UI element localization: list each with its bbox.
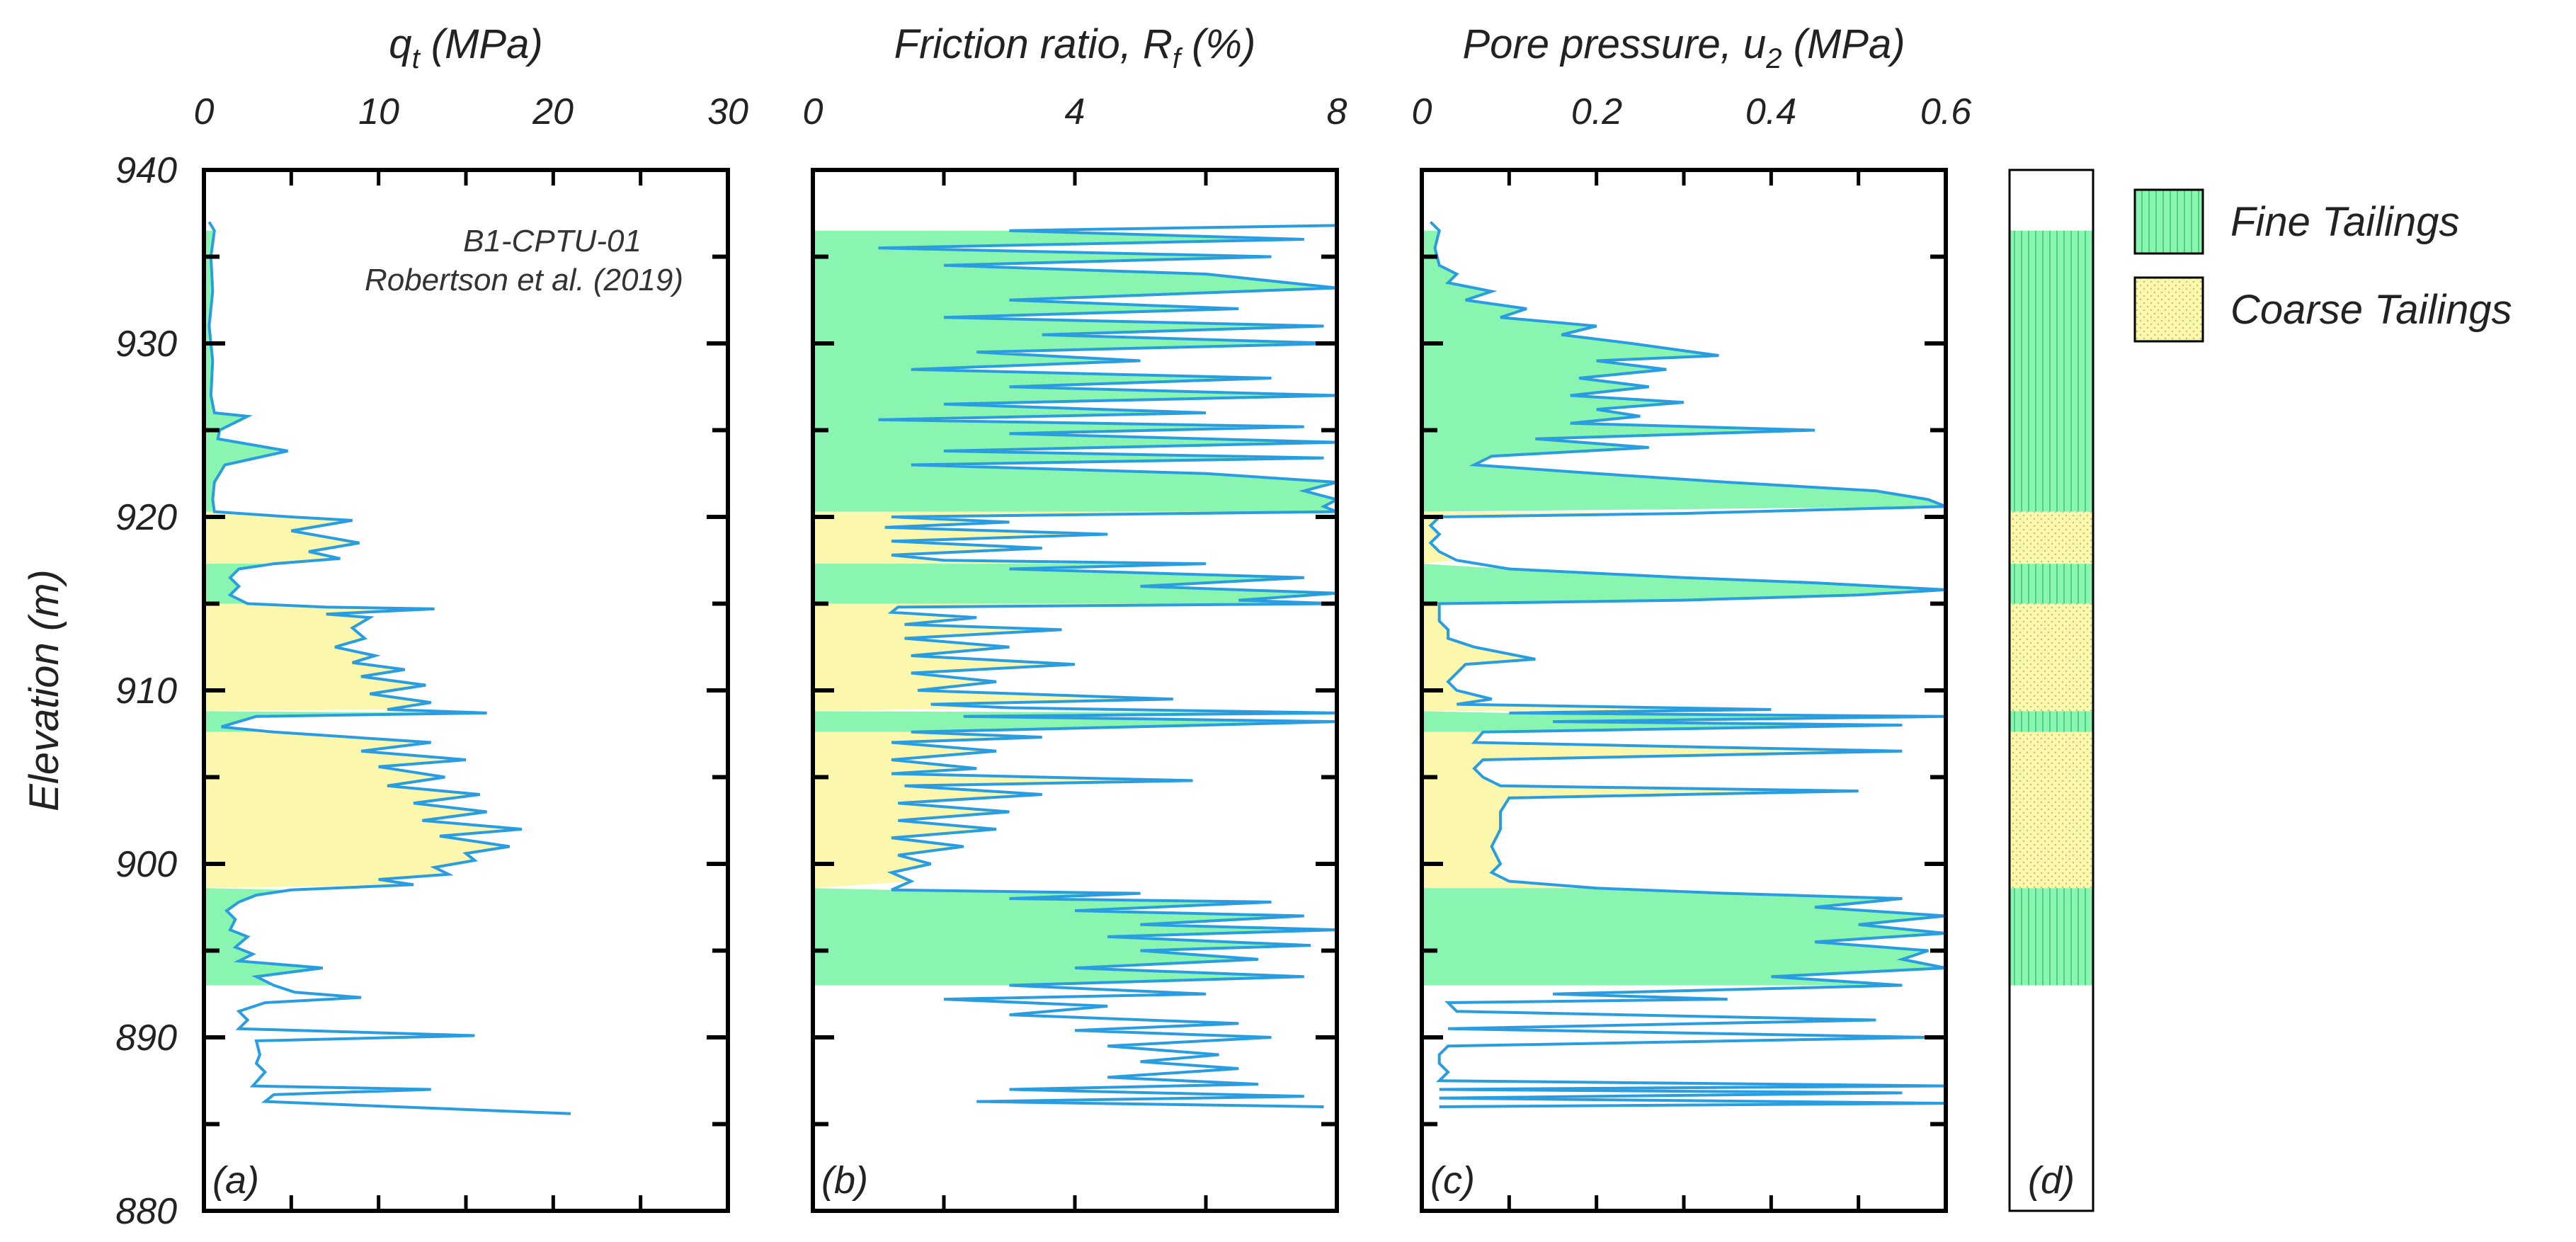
legend-label-fine: Fine Tailings [2230,199,2459,245]
panel-c-tag: (c) [1430,1159,1475,1202]
ytick-label: 920 [115,497,177,538]
column-frame [2008,169,2095,1212]
panel-c-xtick-labels: 0 0.2 0.4 0.6 [1412,91,1972,132]
xlabel-main: q [389,21,411,67]
fine-layer-band [1422,564,1946,604]
panel-c: 0 0.2 0.4 0.6 Pore pressure, u2 (MPa) (c… [1412,21,1972,1213]
fine-layer-band [813,230,1337,512]
fine-layer-band [204,888,323,986]
fine-layer-band [813,711,1337,732]
coarse-layer-band [204,731,522,889]
annotation-reference: Robertson et al. (2019) [365,263,683,297]
xtick-label: 0.4 [1745,91,1796,132]
column-layers [2010,230,2093,986]
fine-layer-band [813,564,1337,604]
xtick-label: 10 [358,91,399,132]
ytick-label: 930 [115,324,177,365]
friction-ratio-line [878,224,1337,1108]
xlabel-unit: (MPa) [420,21,543,67]
annotation-borehole-id: B1-CPTU-01 [463,224,642,258]
column-fine-layer [2010,230,2093,512]
xtick-label: 0.2 [1571,91,1622,132]
column-coarse-layer [2010,731,2093,889]
ytick-label: 900 [115,844,177,885]
panel-a-tag: (a) [212,1159,259,1202]
legend-label-coarse: Coarse Tailings [2230,287,2512,333]
ytick-labels: 880 890 900 910 920 930 940 [115,150,177,1232]
panel-b-tag: (b) [821,1159,868,1202]
xtick-label: 8 [1327,91,1347,132]
coarse-layer-band [813,603,1337,712]
xlabel-unit: (%) [1180,21,1255,67]
xlabel-unit: (MPa) [1782,21,1905,67]
fine-layer-band [1422,230,1946,512]
panel-a: 0 10 20 30 qt (MPa) 880 890 900 910 920 … [21,21,748,1232]
xtick-label: 30 [707,91,748,132]
xlabel-main: Pore pressure, u [1462,21,1766,67]
ytick-label: 880 [115,1191,177,1232]
panel-b-xtick-labels: 0 4 8 [803,91,1347,132]
xtick-label: 4 [1065,91,1085,132]
fine-layer-band [204,230,288,512]
ytick-label: 890 [115,1018,177,1059]
fine-layer-band [1422,888,1946,986]
xlabel-sub: 2 [1765,43,1782,74]
panel-b-ticks [813,170,1337,1211]
panel-d: (d) [2008,169,2095,1212]
column-fine-layer [2010,888,2093,986]
panel-a-xlabel: qt (MPa) [389,21,542,74]
legend: Fine Tailings Coarse Tailings [2133,188,2512,343]
panel-d-tag: (d) [2028,1159,2075,1202]
panel-a-xtick-labels: 0 10 20 30 [194,91,748,132]
panel-b-xlabel: Friction ratio, Rf (%) [894,21,1256,74]
y-axis-title: Elevation (m) [21,569,67,811]
panel-b: 0 4 8 Friction ratio, Rf (%) (b) [803,21,1347,1213]
xlabel-main: Friction ratio, R [894,21,1173,67]
coarse-layer-band [1422,511,1684,564]
qt-profile-line [207,221,571,1115]
xtick-label: 20 [532,91,574,132]
legend-swatch-fine [2133,188,2204,255]
legend-swatch-coarse [2133,276,2204,343]
panel-c-xlabel: Pore pressure, u2 (MPa) [1462,21,1905,74]
ytick-label: 910 [115,671,177,712]
coarse-layer-band [813,731,1193,889]
coarse-layer-band [1422,603,1772,712]
fine-layer-band [204,564,274,604]
coarse-layer-band [1422,731,1903,889]
panel-a-ticks [204,170,728,1211]
xlabel-sub: t [412,43,421,74]
column-fine-layer [2010,564,2093,604]
column-fine-layer [2010,711,2093,732]
column-coarse-layer [2010,511,2093,564]
pore-pressure-line [1428,221,1946,1108]
xtick-label: 0 [194,91,215,132]
xtick-label: 0 [803,91,823,132]
column-coarse-layer [2010,603,2093,712]
ytick-label: 940 [115,150,177,191]
xtick-label: 0.6 [1920,91,1971,132]
panel-c-layer-bands [1422,230,1946,986]
panel-b-layer-bands [813,230,1337,986]
xtick-label: 0 [1412,91,1432,132]
panel-c-ticks [1422,170,1946,1211]
coarse-layer-band [204,603,435,712]
